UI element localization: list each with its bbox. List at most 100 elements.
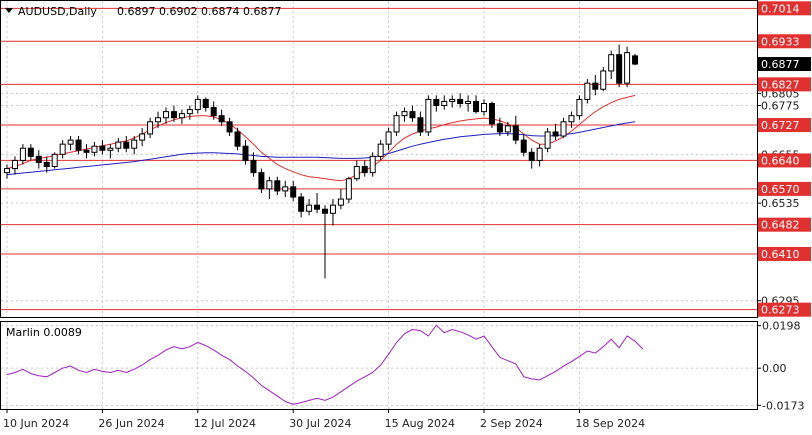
candle-bear bbox=[290, 186, 297, 198]
candle-bull bbox=[163, 111, 169, 119]
chart-symbol-label: AUDUSD,Daily bbox=[18, 5, 97, 18]
candle-bear bbox=[43, 161, 50, 168]
candle-bear bbox=[210, 107, 217, 117]
level-label: 0.6640 bbox=[761, 154, 800, 167]
candle-bull bbox=[11, 159, 18, 170]
level-label: 0.7014 bbox=[761, 2, 800, 15]
candle-bear bbox=[616, 54, 623, 84]
candle-bull bbox=[560, 121, 567, 137]
level-label-bg bbox=[758, 181, 811, 196]
candle-bull bbox=[425, 98, 432, 133]
candle-bull bbox=[51, 153, 58, 168]
oscillator bbox=[6, 324, 644, 405]
level-label-bg bbox=[758, 246, 811, 261]
main-plot-frame bbox=[0, 0, 758, 318]
candle-bear bbox=[592, 82, 599, 90]
candle-bull bbox=[584, 82, 591, 100]
time-axis-label: 12 Jul 2024 bbox=[194, 417, 256, 430]
time-axis-label: 26 Jun 2024 bbox=[98, 417, 164, 430]
price-axis-label: 0.6775 bbox=[761, 100, 800, 113]
candle-bull bbox=[465, 100, 472, 104]
candle-bear bbox=[314, 204, 321, 210]
candle-bull bbox=[353, 166, 360, 180]
marlin-line bbox=[6, 324, 644, 405]
candle-bull bbox=[329, 204, 336, 214]
time-axis-label: 2 Sep 2024 bbox=[480, 417, 543, 430]
candle-bull bbox=[600, 70, 607, 90]
candle-bull bbox=[393, 115, 400, 133]
symbol-menu-triangle-icon[interactable] bbox=[5, 8, 13, 13]
candle-bull bbox=[568, 115, 575, 123]
candle-bull bbox=[155, 117, 162, 123]
level-label: 0.6827 bbox=[761, 78, 800, 91]
candle-bull bbox=[178, 113, 185, 119]
candle-bear bbox=[234, 131, 241, 147]
candle-bull bbox=[544, 131, 551, 149]
candle-bear bbox=[520, 139, 527, 153]
candlesticks bbox=[4, 44, 639, 279]
candle-bull bbox=[306, 204, 313, 212]
indicator-axis-label: 0.00 bbox=[762, 362, 787, 375]
level-label-bg bbox=[758, 302, 811, 317]
time-axis-label: 15 Aug 2024 bbox=[385, 417, 455, 430]
level-label: 0.6273 bbox=[761, 304, 800, 317]
moving-averages bbox=[6, 94, 636, 182]
candle-bull bbox=[504, 125, 511, 133]
price-axis: 0.68050.67750.66550.65350.62950.70140.69… bbox=[757, 1, 811, 317]
fast-ma-line bbox=[6, 94, 636, 182]
candle-bull bbox=[115, 141, 122, 149]
time-axis-label: 10 Jun 2024 bbox=[3, 417, 69, 430]
candle-bear bbox=[552, 131, 559, 137]
candle-bear bbox=[417, 117, 424, 133]
candle-bear bbox=[632, 55, 639, 65]
candle-bull bbox=[385, 131, 392, 145]
candle-bear bbox=[322, 208, 328, 214]
candle-bear bbox=[433, 98, 440, 107]
indicator-title: Marlin 0.0089 bbox=[6, 326, 82, 339]
candle-bull bbox=[536, 147, 543, 161]
candle-bear bbox=[274, 180, 281, 192]
current-price-bg bbox=[758, 57, 811, 72]
level-label-bg bbox=[758, 34, 811, 49]
candle-bear bbox=[75, 139, 82, 151]
level-label: 0.6410 bbox=[761, 248, 800, 261]
current-price-label: 0.6877 bbox=[761, 58, 800, 71]
price-axis-label: 0.6535 bbox=[761, 197, 800, 210]
candle-bear bbox=[35, 155, 42, 163]
candle-bear bbox=[27, 147, 34, 157]
level-label: 0.6727 bbox=[761, 119, 800, 132]
candle-bull bbox=[19, 147, 26, 161]
level-label: 0.6482 bbox=[761, 219, 800, 232]
level-label-bg bbox=[758, 217, 811, 232]
level-label-bg bbox=[758, 77, 811, 92]
candle-bear bbox=[83, 149, 90, 153]
candle-bear bbox=[496, 123, 503, 133]
candle-bull bbox=[369, 155, 376, 174]
candle-bull bbox=[449, 98, 456, 102]
candle-bear bbox=[409, 111, 416, 119]
indicator-plot-frame bbox=[0, 321, 758, 410]
level-label: 0.6933 bbox=[761, 35, 800, 48]
candle-bull bbox=[147, 121, 154, 135]
candle-bull bbox=[194, 98, 201, 111]
indicator-axis-label: -0.0173 bbox=[762, 399, 804, 412]
candle-bull bbox=[107, 147, 114, 151]
slow-ma-line bbox=[6, 121, 636, 176]
candle-bull bbox=[67, 139, 74, 145]
candle-bear bbox=[226, 121, 233, 133]
candle-bear bbox=[242, 145, 249, 161]
candle-bull bbox=[337, 198, 344, 206]
horizontal-levels bbox=[1, 7, 757, 311]
candle-bull bbox=[131, 139, 138, 149]
level-label-bg bbox=[758, 153, 811, 168]
candle-bull bbox=[377, 143, 384, 157]
candle-bull bbox=[624, 52, 631, 84]
candle-bear bbox=[123, 141, 130, 149]
candle-bear bbox=[258, 172, 265, 190]
time-axis-label: 18 Sep 2024 bbox=[575, 417, 645, 430]
candle-bear bbox=[298, 196, 305, 212]
time-axis-label: 30 Jul 2024 bbox=[289, 417, 351, 430]
candle-bull bbox=[608, 54, 615, 72]
candle-bear bbox=[457, 98, 464, 104]
